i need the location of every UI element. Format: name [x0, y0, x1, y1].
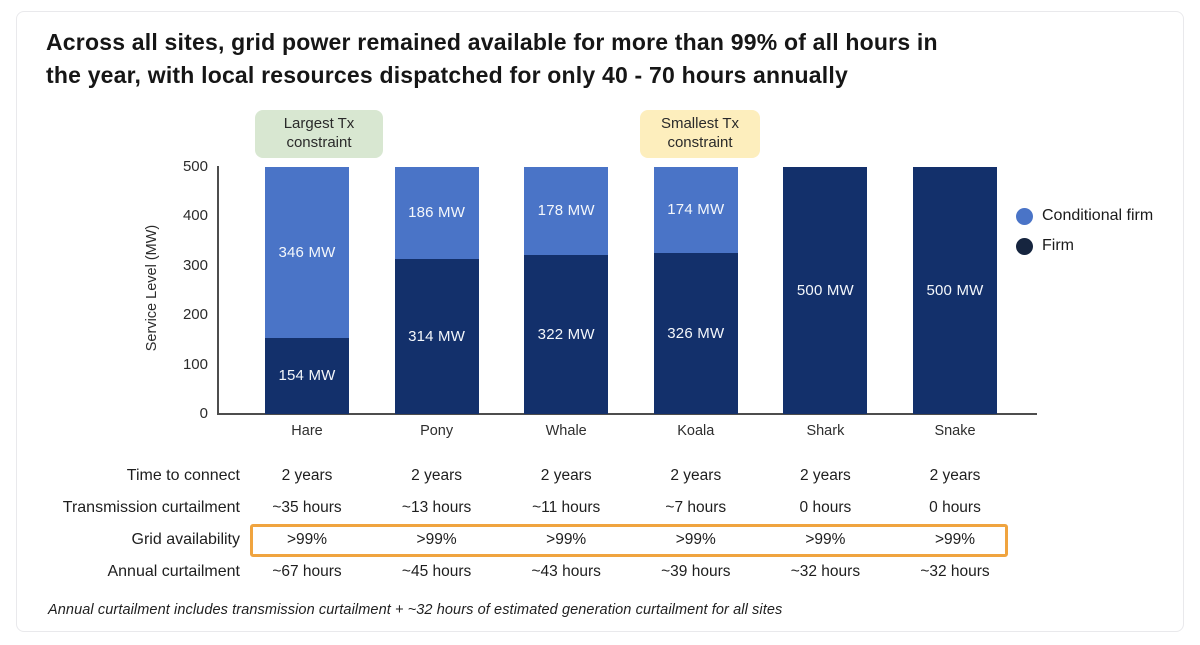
table-cell: ~43 hours	[531, 563, 601, 580]
y-axis-line	[217, 166, 219, 415]
bar-segment-firm: 326 MW	[653, 252, 738, 414]
table-row-label: Annual curtailment	[107, 563, 240, 580]
bar-segment-firm: 500 MW	[783, 167, 868, 414]
bar-segment-value-label: 178 MW	[537, 202, 595, 220]
table-cell: 2 years	[799, 467, 851, 484]
y-axis-tick-label: 0	[199, 405, 208, 422]
table-cell: >99%	[416, 531, 457, 548]
category-label-shark: Shark	[806, 423, 845, 439]
table-cell: >99%	[286, 531, 328, 548]
bar-segment-value-label: 174 MW	[667, 201, 725, 219]
y-axis-tick-label: 300	[182, 256, 208, 274]
category-label-snake: Snake	[934, 423, 976, 439]
category-label-pony: Pony	[420, 423, 454, 439]
bar-segment-value-label: 322 MW	[537, 325, 595, 343]
bar-segment-conditional-firm: 174 MW	[653, 167, 738, 253]
table-cell: 2 years	[411, 467, 463, 484]
bar-segment-firm: 322 MW	[524, 254, 609, 414]
legend-item-conditional-firm: Conditional firm	[1016, 207, 1153, 225]
grid-availability-highlight-box	[250, 524, 1008, 557]
bar-segment-conditional-firm: 346 MW	[265, 167, 349, 338]
table-row-label: Time to connect	[126, 467, 240, 484]
table-cell: ~32 hours	[920, 563, 990, 580]
bar-segment-conditional-firm: 178 MW	[524, 167, 609, 255]
table-cell: >99%	[805, 531, 846, 548]
bar-segment-value-label: 154 MW	[278, 367, 336, 385]
bar-segment-value-label: 326 MW	[667, 324, 725, 342]
page-title: Across all sites, grid power remained av…	[46, 26, 1146, 91]
y-axis-tick-label: 100	[182, 355, 208, 373]
table-row-label: Grid availability	[131, 531, 240, 548]
category-label-hare: Hare	[291, 423, 323, 439]
table-cell: ~11 hours	[532, 499, 601, 516]
category-label-koala: Koala	[677, 423, 715, 439]
page-title-line-2: the year, with local resources dispatche…	[46, 61, 848, 88]
table-cell: 2 years	[929, 467, 981, 484]
table-cell: ~45 hours	[401, 563, 472, 580]
page-title-line-1: Across all sites, grid power remained av…	[46, 29, 938, 55]
bar-segment-firm: 500 MW	[913, 167, 997, 414]
table-cell: ~13 hours	[401, 499, 472, 516]
bar-segment-value-label: 314 MW	[408, 327, 466, 345]
bar-segment-firm: 154 MW	[265, 337, 349, 414]
table-cell: ~39 hours	[661, 563, 731, 580]
table-cell: >99%	[546, 531, 587, 548]
bar-segment-value-label: 186 MW	[408, 204, 466, 222]
bar-segment-value-label: 500 MW	[796, 282, 854, 299]
x-axis-line	[217, 413, 1037, 415]
annotation-smallest-tx-constraint: Smallest Tx constraint	[640, 110, 760, 158]
bar-segment-value-label: 346 MW	[278, 243, 336, 261]
table-cell: 2 years	[540, 467, 592, 484]
table-cell: ~67 hours	[272, 563, 342, 580]
legend-color-dot-icon	[1016, 207, 1033, 225]
y-axis-title: Service Level (MW)	[144, 224, 160, 352]
y-axis-tick-label: 400	[182, 207, 208, 225]
bar-segment-conditional-firm: 186 MW	[394, 167, 479, 259]
table-cell: ~7 hours	[665, 499, 727, 516]
y-axis-tick-label: 200	[182, 306, 208, 324]
table-cell: >99%	[675, 531, 716, 548]
legend-label: Firm	[1042, 237, 1074, 254]
legend-item-firm: Firm	[1016, 237, 1153, 255]
chart-legend: Conditional firm Firm	[1016, 207, 1153, 267]
table-cell: 0 hours	[929, 499, 981, 516]
table-cell: ~32 hours	[790, 563, 861, 580]
annotation-largest-tx-constraint: Largest Tx constraint	[255, 110, 383, 158]
footnote-text: Annual curtailment includes transmission…	[48, 602, 783, 618]
category-label-whale: Whale	[545, 423, 587, 439]
table-cell: 0 hours	[799, 499, 852, 516]
bar-segment-firm: 314 MW	[394, 258, 479, 414]
table-row-label: Transmission curtailment	[62, 499, 240, 516]
table-cell: 2 years	[281, 467, 333, 484]
y-axis-tick-label: 500	[182, 158, 208, 175]
table-cell: 2 years	[670, 467, 722, 484]
legend-label: Conditional firm	[1042, 207, 1154, 224]
table-cell: ~35 hours	[272, 499, 342, 516]
legend-color-dot-icon	[1016, 237, 1033, 255]
table-cell: >99%	[934, 531, 976, 548]
bar-segment-value-label: 500 MW	[926, 282, 984, 299]
